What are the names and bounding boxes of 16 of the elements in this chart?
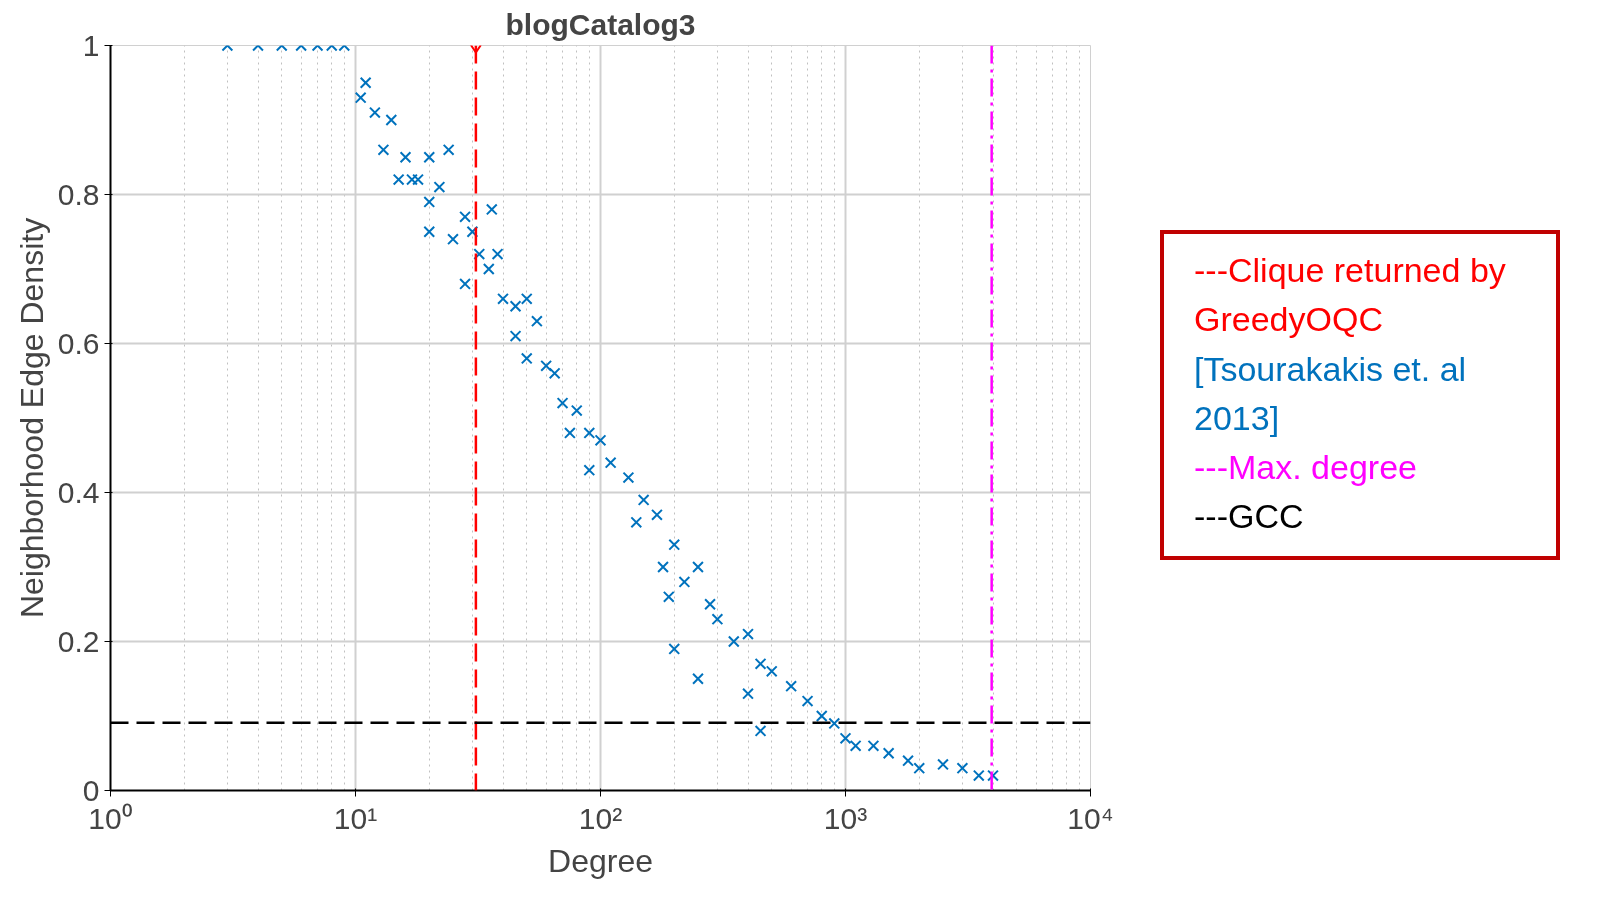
y-axis-title: Neighborhood Edge Density [13,217,50,619]
x-tick-label: 10⁴ [1067,801,1114,835]
ref-line-label: ---GCC [1194,496,1305,538]
x-tick-label: 10³ [823,801,868,835]
ref-line-label: ---Clique returned by GreedyOQC [1194,250,1507,341]
text: [Tsourakakis et. al 2013] [1194,348,1468,439]
ref-line-label: ---Max. degree [1194,447,1418,489]
y-tick-label: 0.2 [57,624,100,658]
x-tick-label: 10¹ [333,801,378,835]
y-tick-label: 1 [82,28,100,62]
chart-title: blogCatalog3 [505,7,696,41]
x-tick-label: 10² [578,801,623,835]
y-tick-label: 0.6 [57,326,100,360]
x-axis-title: Degree [548,842,653,879]
y-tick-label: 0.8 [57,177,100,211]
y-tick-label: 0.4 [57,475,100,509]
